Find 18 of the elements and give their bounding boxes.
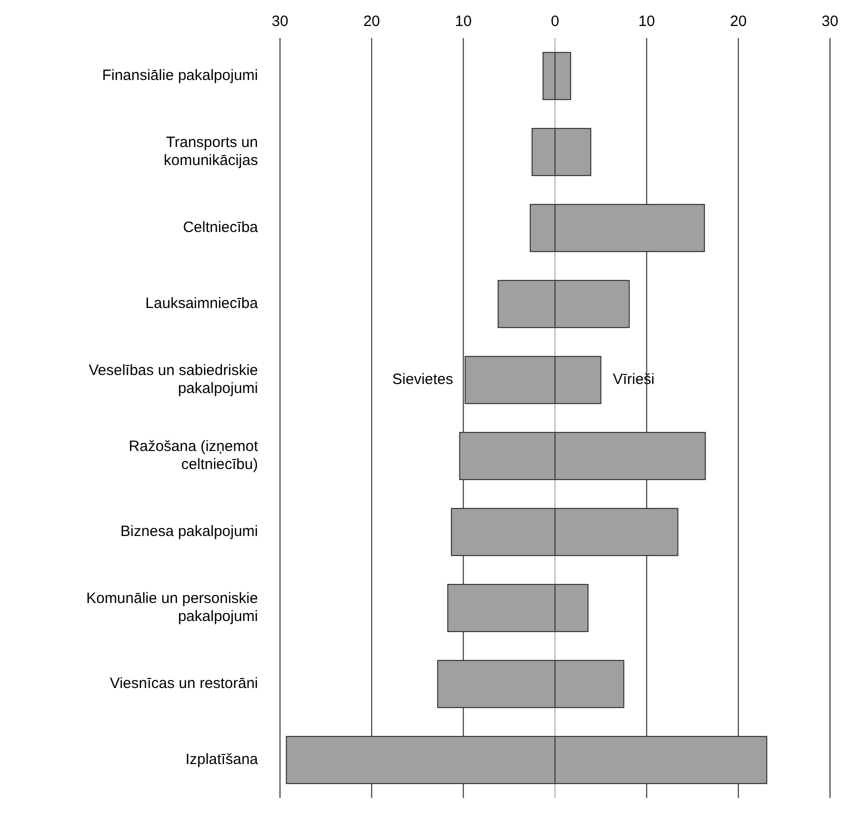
y-tick-label: Celtniecība [182,218,259,236]
x-tick-label: 0 [550,13,560,30]
y-tick-label: Veselības un sabiedriskie pakalpojumi [88,362,258,397]
y-tick-label: Lauksaimniecība [145,294,259,312]
x-tick-label: 30 [822,13,838,30]
y-tick-label: Biznesa pakalpojumi [120,522,258,540]
x-tick-label: 10 [638,13,656,30]
x-tick-label: 10 [454,13,472,30]
x-tick-label: 30 [272,13,288,30]
y-tick-label: Ražošana (izņemot celtniecību) [128,438,259,473]
x-tick-label: 20 [730,13,747,30]
y-tick-label: Finansiālie pakalpojumi [102,66,258,84]
x-tick-label: 20 [363,13,380,30]
y-tick-label: Komunālie un personiskie pakalpojumi [86,590,258,625]
series-label: Sievietes [392,370,454,388]
y-tick-label: Izplatīšana [185,750,259,768]
y-tick-label: Viesnīcas un restorāni [110,674,258,692]
y-tick-label: Transports un komunikācijas [164,134,258,169]
